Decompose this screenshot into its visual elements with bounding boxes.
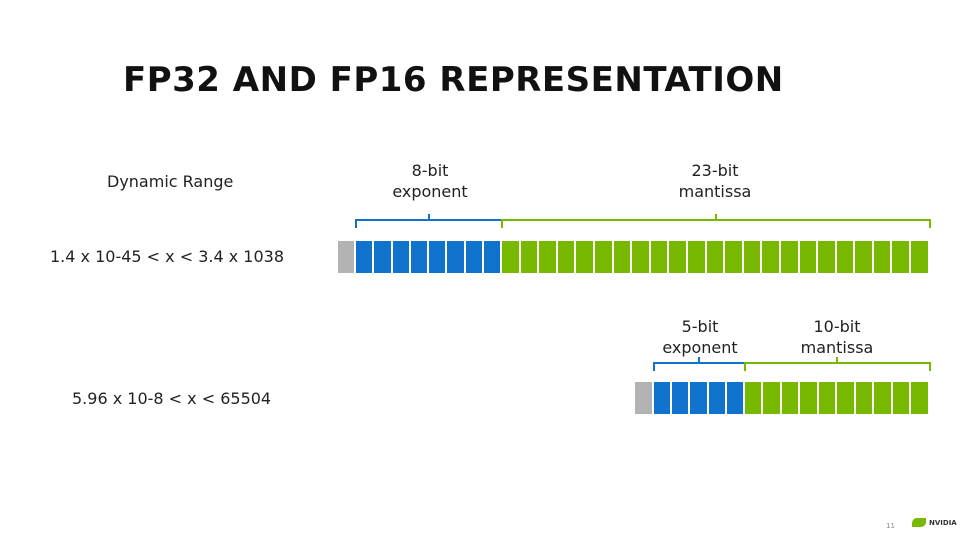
- fp16-mantissa-bit: [911, 382, 930, 414]
- fp32-mantissa-bit: [892, 241, 912, 273]
- fp32-mantissa-bracket: [501, 214, 931, 228]
- nvidia-logo: NVIDIA: [912, 518, 957, 527]
- nvidia-eye-icon: [912, 518, 926, 527]
- fp32-mantissa-bit: [799, 241, 819, 273]
- fp32-mantissa-bit: [594, 241, 614, 273]
- fp16-sign-bit: [635, 382, 654, 414]
- fp32-mantissa-word: mantissa: [678, 182, 752, 201]
- fp16-exponent-bits: 5-bit: [681, 317, 719, 336]
- fp16-bit-field: [635, 382, 930, 414]
- fp32-mantissa-bit: [557, 241, 577, 273]
- fp32-exponent-bit: [465, 241, 484, 273]
- fp32-mantissa-bit: [539, 241, 558, 273]
- fp32-mantissa-bit: [780, 241, 800, 273]
- fp16-mantissa-bracket: [744, 357, 931, 371]
- fp16-range: 5.96 x 10-8 < x < 65504: [72, 389, 272, 408]
- fp32-mantissa-bit: [836, 241, 856, 273]
- fp32-mantissa-bit: [669, 241, 688, 273]
- fp32-exponent-bit: [429, 241, 448, 273]
- fp32-range: 1.4 x 10-45 < x < 3.4 x 1038: [50, 247, 285, 266]
- fp16-exponent-bit: [726, 382, 745, 414]
- fp16-mantissa-bit: [818, 382, 838, 414]
- fp32-exponent-bit: [410, 241, 429, 273]
- fp16-mantissa-bit: [837, 382, 856, 414]
- fp32-bit-field: [338, 241, 930, 273]
- fp32-mantissa-label: 23-bit mantissa: [665, 160, 765, 202]
- fp32-exponent-bit: [483, 241, 502, 273]
- fp32-mantissa-bit: [743, 241, 763, 273]
- fp16-mantissa-bit: [874, 382, 893, 414]
- fp32-mantissa-bit: [613, 241, 633, 273]
- nvidia-logo-text: NVIDIA: [929, 518, 957, 527]
- fp16-mantissa-bits: 10-bit: [813, 317, 861, 336]
- fp32-sign-bit: [338, 241, 356, 273]
- fp16-mantissa-bit: [800, 382, 819, 414]
- fp32-exponent-bits: 8-bit: [411, 161, 449, 180]
- slide-title: FP32 AND FP16 REPRESENTATION: [123, 60, 784, 100]
- fp16-mantissa-word: mantissa: [800, 338, 874, 357]
- fp16-exponent-bit: [708, 382, 727, 414]
- fp16-mantissa-bit: [855, 382, 875, 414]
- fp32-exponent-bit: [392, 241, 411, 273]
- fp32-exponent-label: 8-bit exponent: [380, 160, 480, 202]
- fp32-mantissa-bit: [725, 241, 744, 273]
- fp32-mantissa-bit: [576, 241, 595, 273]
- fp16-exponent-bit: [690, 382, 709, 414]
- fp16-exponent-bracket: [653, 357, 746, 371]
- fp32-mantissa-bits: 23-bit: [691, 161, 739, 180]
- fp16-mantissa-bit: [892, 382, 912, 414]
- fp16-mantissa-bit: [763, 382, 782, 414]
- fp32-exponent-bit: [356, 241, 375, 273]
- fp32-exponent-word: exponent: [392, 182, 468, 201]
- fp32-mantissa-bit: [706, 241, 726, 273]
- fp16-exponent-word: exponent: [662, 338, 738, 357]
- fp16-mantissa-bit: [781, 382, 801, 414]
- fp16-mantissa-bit: [744, 382, 764, 414]
- fp32-mantissa-bit: [520, 241, 540, 273]
- fp32-mantissa-bit: [687, 241, 707, 273]
- fp32-mantissa-bit: [873, 241, 893, 273]
- fp32-mantissa-bit: [762, 241, 781, 273]
- dynamic-range-label: Dynamic Range: [107, 172, 234, 191]
- fp16-exponent-bit: [654, 382, 673, 414]
- fp32-exponent-bracket: [355, 214, 503, 228]
- fp32-mantissa-bit: [818, 241, 837, 273]
- fp32-mantissa-bit: [502, 241, 521, 273]
- fp32-mantissa-bit: [632, 241, 651, 273]
- page-number: 11: [886, 522, 895, 530]
- fp32-exponent-bit: [447, 241, 466, 273]
- fp16-mantissa-label: 10-bit mantissa: [787, 316, 887, 358]
- fp32-mantissa-bit: [855, 241, 874, 273]
- fp32-exponent-bit: [374, 241, 393, 273]
- fp16-exponent-bit: [672, 382, 691, 414]
- fp32-mantissa-bit: [650, 241, 670, 273]
- fp16-exponent-label: 5-bit exponent: [650, 316, 750, 358]
- fp32-mantissa-bit: [911, 241, 930, 273]
